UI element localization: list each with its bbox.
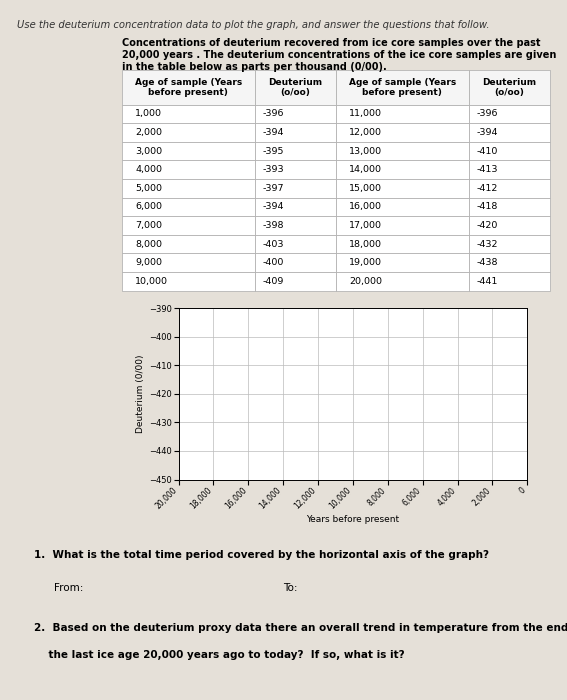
Text: the last ice age 20,000 years ago to today?  If so, what is it?: the last ice age 20,000 years ago to tod… <box>34 650 405 659</box>
Text: To:: To: <box>284 583 298 593</box>
Text: in the table below as parts per thousand (0/00).: in the table below as parts per thousand… <box>122 62 387 72</box>
Text: From:: From: <box>54 583 83 593</box>
X-axis label: Years before present: Years before present <box>306 515 400 524</box>
Text: Use the deuterium concentration data to plot the graph, and answer the questions: Use the deuterium concentration data to … <box>17 20 489 29</box>
Text: 2.  Based on the deuterium proxy data there an overall trend in temperature from: 2. Based on the deuterium proxy data the… <box>34 623 567 633</box>
Text: 1.  What is the total time period covered by the horizontal axis of the graph?: 1. What is the total time period covered… <box>34 550 489 559</box>
Y-axis label: Deuterium (0/00): Deuterium (0/00) <box>136 354 145 433</box>
Text: 20,000 years . The deuterium concentrations of the ice core samples are given: 20,000 years . The deuterium concentrati… <box>122 50 556 60</box>
Text: Concentrations of deuterium recovered from ice core samples over the past: Concentrations of deuterium recovered fr… <box>122 38 540 48</box>
